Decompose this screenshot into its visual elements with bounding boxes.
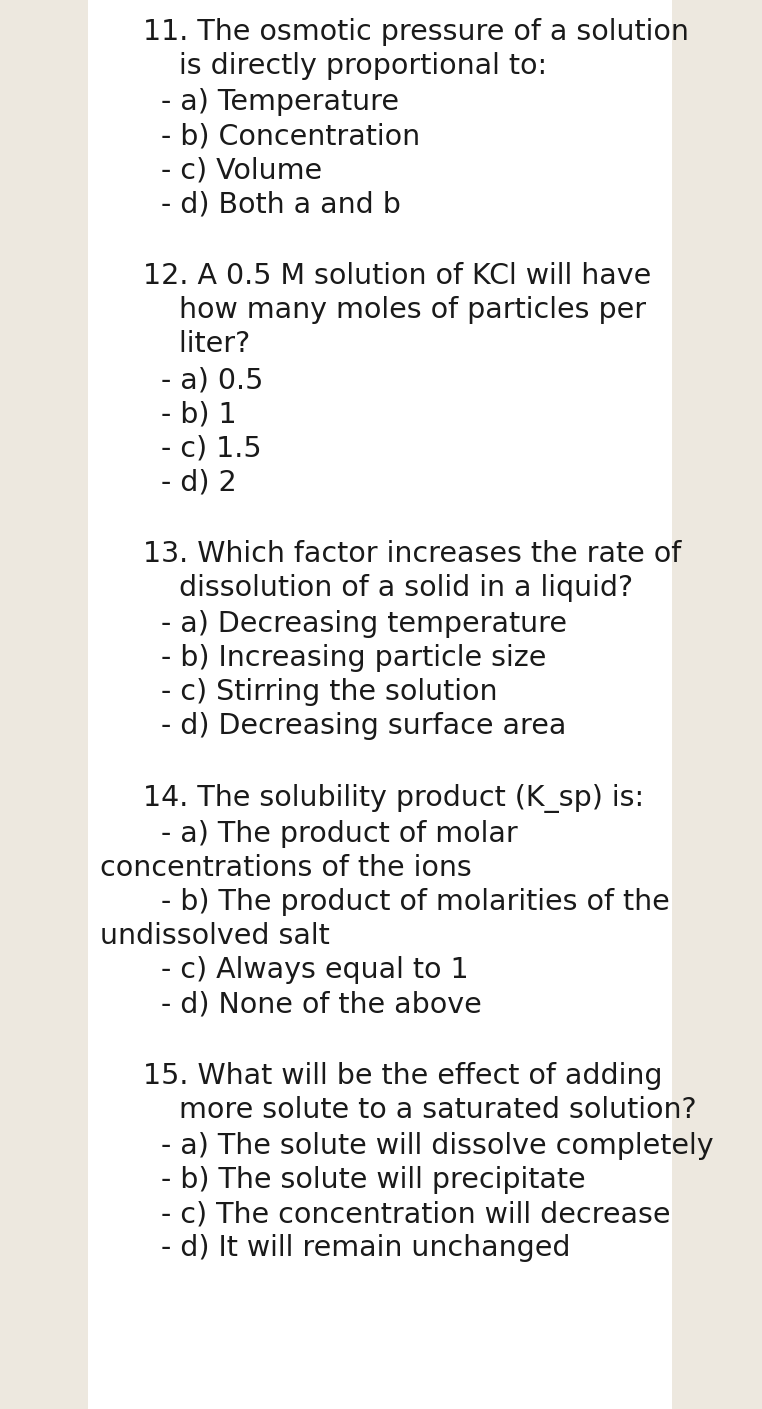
Text: - c) Always equal to 1: - c) Always equal to 1 (161, 955, 469, 983)
Text: - c) Stirring the solution: - c) Stirring the solution (161, 678, 498, 706)
Text: - a) Temperature: - a) Temperature (161, 87, 399, 116)
Text: - b) The product of molarities of the: - b) The product of molarities of the (161, 888, 670, 916)
Text: - b) Increasing particle size: - b) Increasing particle size (161, 644, 546, 672)
Text: is directly proportional to:: is directly proportional to: (143, 52, 547, 80)
Text: - d) Decreasing surface area: - d) Decreasing surface area (161, 712, 566, 740)
Text: - b) 1: - b) 1 (161, 400, 237, 428)
Text: - d) 2: - d) 2 (161, 468, 237, 496)
Text: undissolved salt: undissolved salt (100, 921, 330, 950)
Text: - d) It will remain unchanged: - d) It will remain unchanged (161, 1234, 571, 1262)
Text: - a) 0.5: - a) 0.5 (161, 366, 264, 395)
Text: - c) The concentration will decrease: - c) The concentration will decrease (161, 1200, 671, 1229)
Text: 14. The solubility product (K_sp) is:: 14. The solubility product (K_sp) is: (143, 783, 644, 813)
Text: - a) The product of molar: - a) The product of molar (161, 820, 517, 848)
Text: liter?: liter? (143, 330, 250, 358)
Text: - b) Concentration: - b) Concentration (161, 123, 420, 149)
Text: 15. What will be the effect of adding: 15. What will be the effect of adding (143, 1062, 662, 1091)
Text: - c) 1.5: - c) 1.5 (161, 434, 261, 462)
Text: - c) Volume: - c) Volume (161, 156, 322, 185)
Text: dissolution of a solid in a liquid?: dissolution of a solid in a liquid? (143, 573, 633, 602)
Text: more solute to a saturated solution?: more solute to a saturated solution? (143, 1096, 696, 1124)
Text: - a) Decreasing temperature: - a) Decreasing temperature (161, 610, 567, 638)
Bar (672, 0, 762, 1409)
Bar (0, 0, 88, 1409)
Text: - d) None of the above: - d) None of the above (161, 991, 482, 1017)
Bar (88, 0, 672, 1409)
Text: concentrations of the ions: concentrations of the ions (100, 854, 472, 882)
Text: how many moles of particles per: how many moles of particles per (143, 296, 646, 324)
Text: - b) The solute will precipitate: - b) The solute will precipitate (161, 1167, 586, 1193)
Text: - d) Both a and b: - d) Both a and b (161, 190, 401, 218)
Text: 11. The osmotic pressure of a solution: 11. The osmotic pressure of a solution (143, 18, 689, 46)
Text: 13. Which factor increases the rate of: 13. Which factor increases the rate of (143, 540, 681, 568)
Text: 12. A 0.5 M solution of KCl will have: 12. A 0.5 M solution of KCl will have (143, 262, 652, 290)
Text: - a) The solute will dissolve completely: - a) The solute will dissolve completely (161, 1131, 714, 1160)
